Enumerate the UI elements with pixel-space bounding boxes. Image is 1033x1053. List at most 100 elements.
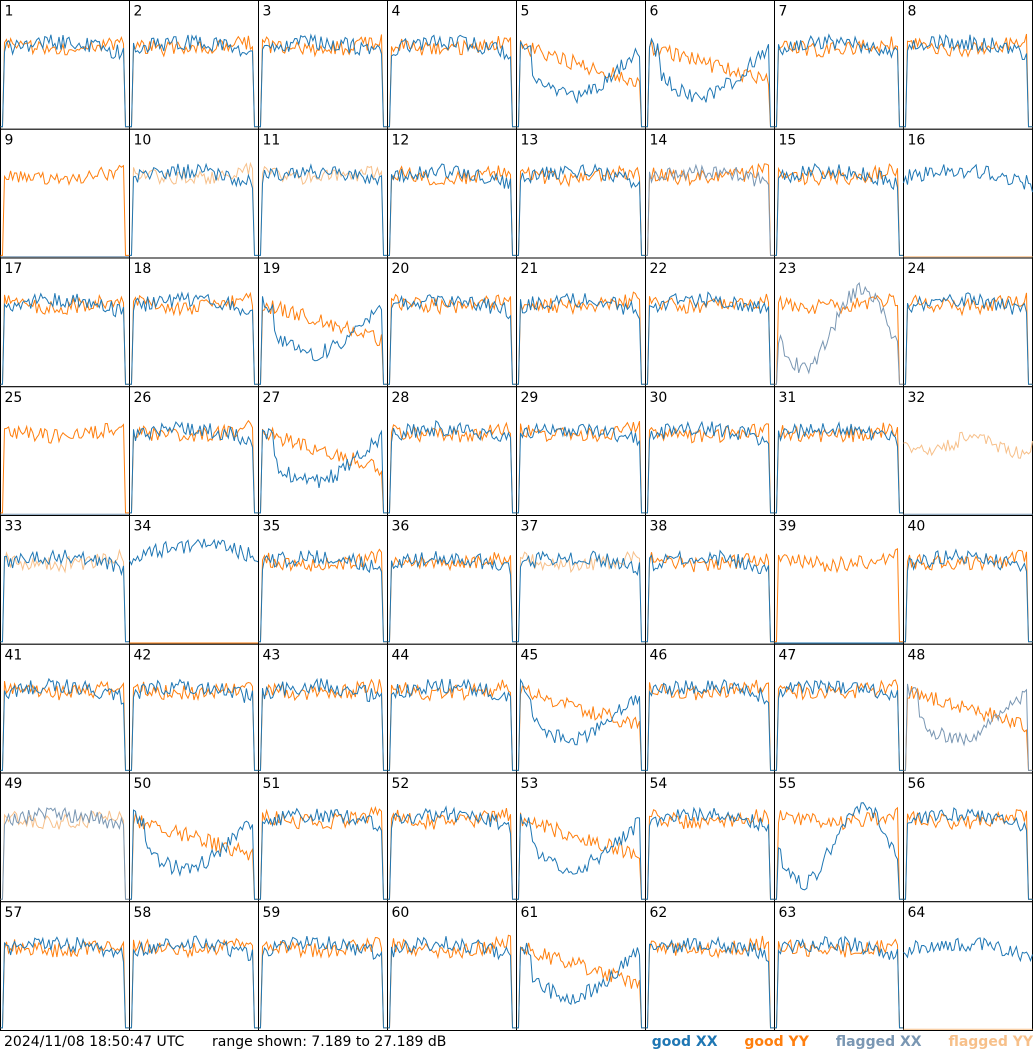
series-yy-63 [774, 938, 904, 1029]
series-yy-39 [774, 547, 904, 643]
panel-frame [774, 0, 904, 130]
series-yy-14 [645, 162, 775, 256]
series-xx-33 [0, 549, 130, 643]
series-yy-30 [645, 423, 775, 514]
panel-43: 43 [258, 643, 388, 774]
series-yy-45 [516, 684, 646, 771]
series-yy-8 [903, 33, 1033, 128]
panel-label: 9 [5, 132, 14, 148]
series-yy-22 [645, 293, 775, 385]
panel-label: 3 [263, 4, 272, 20]
series-yy-24 [903, 292, 1033, 385]
panel-35: 35 [258, 515, 388, 645]
panel-frame [516, 772, 646, 903]
panel-50: 50 [129, 772, 259, 903]
panel-label: 44 [392, 647, 410, 663]
panel-41: 41 [0, 643, 130, 774]
panel-21: 21 [516, 257, 646, 388]
series-xx-3 [258, 33, 388, 128]
panel-40: 40 [903, 515, 1033, 645]
series-xx-7 [774, 33, 904, 128]
series-yy-56 [903, 809, 1033, 900]
series-yy-42 [129, 681, 259, 771]
panel-frame [516, 0, 646, 130]
series-yy-21 [516, 291, 646, 385]
series-xx-52 [387, 805, 517, 900]
series-yy-2 [129, 35, 259, 128]
series-xx-34 [129, 538, 259, 566]
panel-frame [0, 772, 130, 903]
series-xx-53 [516, 813, 646, 900]
series-xx-62 [645, 936, 775, 1029]
panel-frame [387, 257, 517, 388]
series-xx-45 [516, 678, 646, 771]
panel-frame [516, 386, 646, 516]
panel-frame [129, 643, 259, 774]
series-xx-27 [258, 427, 388, 514]
panel-frame [258, 257, 388, 388]
panel-label: 32 [908, 390, 926, 406]
timestamp: 2024/11/08 18:50:47 UTC [4, 1034, 185, 1050]
series-yy-7 [774, 36, 904, 128]
series-yy-4 [387, 36, 517, 128]
panel-label: 51 [263, 776, 281, 792]
panel-frame [774, 772, 904, 903]
panel-11: 11 [258, 128, 388, 259]
panel-52: 52 [387, 772, 517, 903]
series-xx-48 [903, 683, 1033, 771]
panel-label: 62 [650, 905, 668, 921]
panel-frame [258, 643, 388, 774]
panel-64: 64 [903, 901, 1033, 1031]
panel-10: 10 [129, 128, 259, 259]
panel-frame [0, 0, 130, 130]
panel-frame [903, 515, 1033, 645]
panel-frame [903, 643, 1033, 774]
series-xx-13 [516, 163, 646, 256]
panel-frame [0, 515, 130, 645]
panel-18: 18 [129, 257, 259, 388]
series-xx-11 [258, 163, 388, 256]
panel-label: 48 [908, 647, 926, 663]
panel-frame [516, 128, 646, 259]
panel-frame [903, 128, 1033, 259]
panel-frame [258, 515, 388, 645]
panel-label: 11 [263, 132, 281, 148]
series-yy-23 [774, 293, 904, 385]
series-yy-32 [903, 431, 1033, 459]
panel-label: 58 [134, 905, 152, 921]
series-xx-30 [645, 420, 775, 514]
panel-frame [516, 643, 646, 774]
panel-54: 54 [645, 772, 775, 903]
panel-label: 8 [908, 4, 917, 20]
panel-60: 60 [387, 901, 517, 1031]
series-xx-43 [258, 678, 388, 771]
series-yy-17 [0, 294, 130, 385]
panel-frame [774, 643, 904, 774]
series-yy-49 [0, 810, 130, 900]
series-xx-8 [903, 33, 1033, 128]
panel-frame [903, 0, 1033, 130]
series-xx-56 [903, 807, 1033, 900]
panel-12: 12 [387, 128, 517, 259]
panel-26: 26 [129, 386, 259, 516]
legend-good-xx: good XX [651, 1034, 718, 1050]
panel-label: 23 [779, 261, 797, 277]
panel-frame [645, 901, 775, 1031]
series-xx-10 [129, 162, 259, 256]
panel-frame [516, 257, 646, 388]
panel-label: 13 [521, 132, 539, 148]
panel-label: 63 [779, 905, 797, 921]
panel-frame [129, 515, 259, 645]
series-xx-21 [516, 292, 646, 385]
panel-47: 47 [774, 643, 904, 774]
panel-label: 39 [779, 519, 797, 535]
panel-9: 9 [0, 128, 130, 259]
series-yy-33 [0, 548, 130, 643]
panel-frame [774, 515, 904, 645]
panel-49: 49 [0, 772, 130, 903]
panel-42: 42 [129, 643, 259, 774]
panel-37: 37 [516, 515, 646, 645]
series-yy-13 [516, 164, 646, 256]
panel-label: 5 [521, 4, 530, 20]
